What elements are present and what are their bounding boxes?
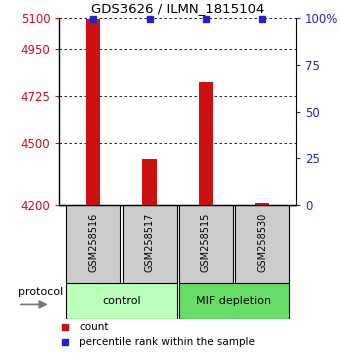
Text: GSM258517: GSM258517 <box>144 213 154 272</box>
Text: count: count <box>79 321 109 332</box>
Title: GDS3626 / ILMN_1815104: GDS3626 / ILMN_1815104 <box>91 2 264 15</box>
Text: percentile rank within the sample: percentile rank within the sample <box>79 337 255 348</box>
Text: protocol: protocol <box>18 287 63 297</box>
Bar <box>255 202 269 205</box>
Text: control: control <box>102 296 141 306</box>
Text: GSM258530: GSM258530 <box>257 213 267 272</box>
Bar <box>66 283 176 319</box>
Text: GSM258515: GSM258515 <box>201 213 211 272</box>
Bar <box>179 205 233 283</box>
Bar <box>66 205 120 283</box>
Bar <box>199 82 213 205</box>
Bar <box>122 205 176 283</box>
Bar <box>235 205 289 283</box>
Text: MIF depletion: MIF depletion <box>196 296 271 306</box>
Bar <box>86 19 100 205</box>
Text: GSM258516: GSM258516 <box>88 213 98 272</box>
Bar <box>142 159 156 205</box>
Bar <box>179 283 289 319</box>
